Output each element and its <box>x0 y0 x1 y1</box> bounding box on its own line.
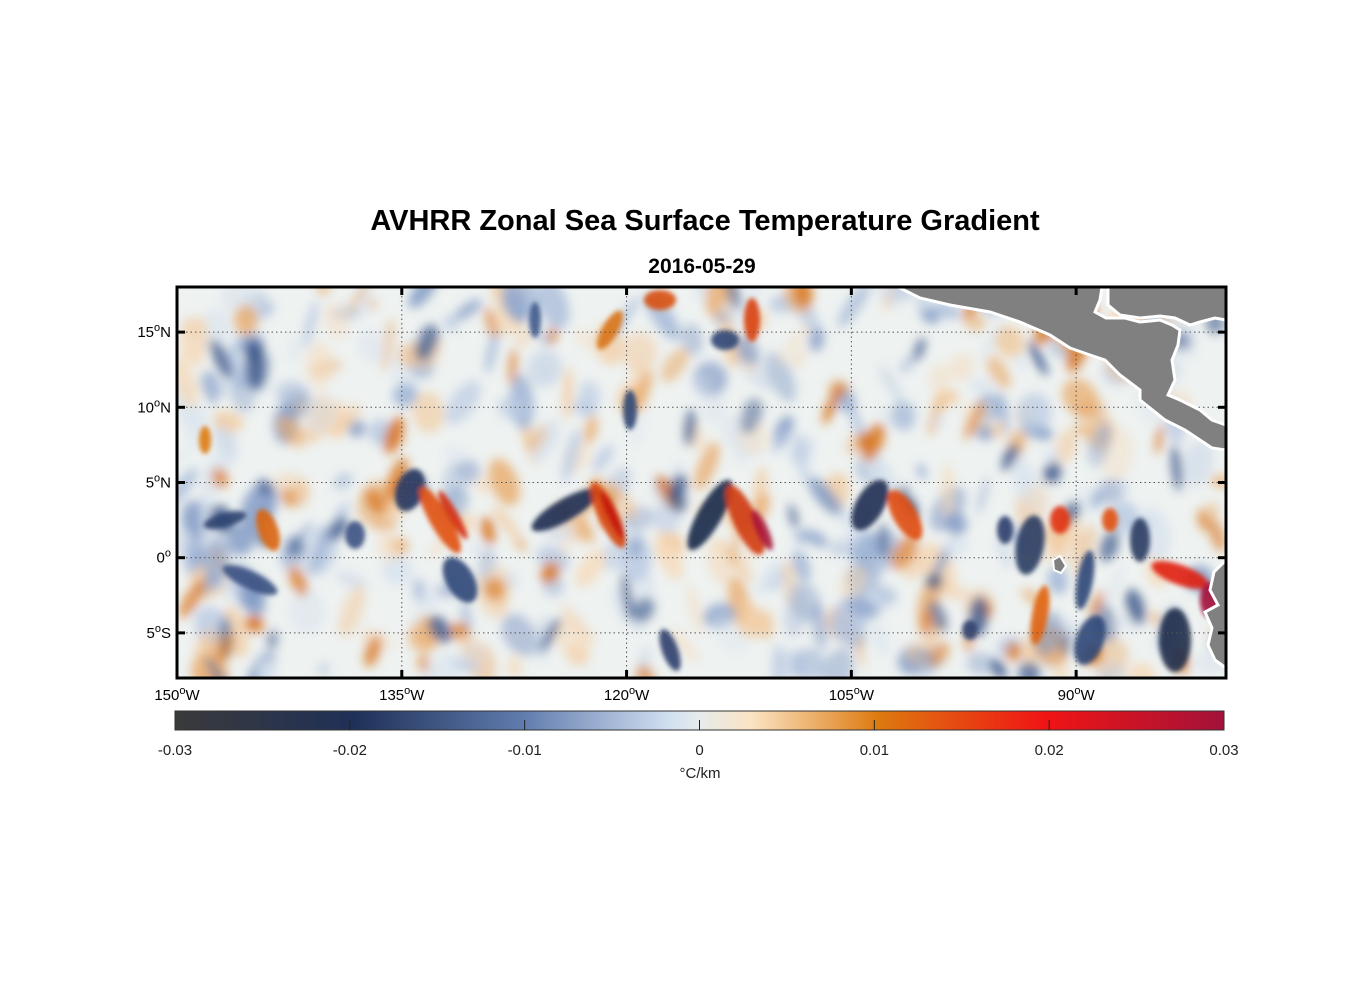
lat-tick-label: 15oN <box>137 322 171 341</box>
chart-title: AVHRR Zonal Sea Surface Temperature Grad… <box>370 205 1040 237</box>
colorbar-tick-label: 0.03 <box>1209 742 1238 759</box>
land-yucatan <box>1106 287 1226 327</box>
colorbar-tick-label: -0.01 <box>508 742 542 759</box>
colorbar-label: °C/km <box>680 765 721 782</box>
lat-tick-label: 0o <box>157 548 171 567</box>
land-galapagos <box>1051 554 1068 575</box>
latitude-axis: 15oN 10oN 5oN 0o 5oS <box>137 322 171 642</box>
lon-tick-label: 150oW <box>154 685 200 704</box>
colorbar-tick-label: -0.02 <box>333 742 367 759</box>
longitude-axis: 150oW 135oW 120oW 105oW 90oW <box>154 685 1095 704</box>
colorbar-ticks: -0.03 -0.02 -0.01 0 0.01 0.02 0.03 <box>158 720 1239 759</box>
land-south-america <box>1203 557 1226 670</box>
lon-tick-label: 90oW <box>1058 685 1096 704</box>
map-frame-ticks <box>175 287 1226 678</box>
lat-tick-label: 5oS <box>147 623 171 642</box>
land-central-america <box>897 287 1226 452</box>
colorbar-tick-label: 0.01 <box>860 742 889 759</box>
colorbar-tick-label: 0 <box>695 742 703 759</box>
lon-tick-label: 135oW <box>379 685 425 704</box>
lon-tick-label: 120oW <box>604 685 650 704</box>
chart-subtitle: 2016-05-29 <box>648 255 756 278</box>
sst-gradient-field <box>177 287 1226 678</box>
colorbar-tick-label: -0.03 <box>158 742 192 759</box>
colorbar-tick-label: 0.02 <box>1035 742 1064 759</box>
lat-tick-label: 10oN <box>137 397 171 416</box>
lon-tick-label: 105oW <box>829 685 875 704</box>
lat-tick-label: 5oN <box>146 473 171 492</box>
